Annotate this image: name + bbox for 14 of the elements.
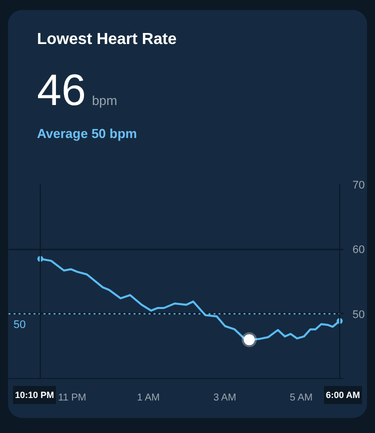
- chart-title: Lowest Heart Rate: [37, 30, 178, 50]
- ref-line-label: 6:00 AM: [324, 386, 362, 404]
- x-tick-label: 5 AM: [290, 392, 313, 404]
- ref-line-label: 50: [14, 318, 26, 331]
- y-tick-label: 60: [352, 244, 365, 256]
- x-tick-label: 1 AM: [136, 392, 160, 404]
- ref-line-label: 10:10 PM: [13, 386, 56, 404]
- chart-subtitle: Average 50 bpm: [37, 124, 138, 143]
- text: bpm: [92, 92, 118, 108]
- x-tick-label: 11 PM: [58, 392, 86, 404]
- text: 46: [37, 66, 86, 115]
- x-tick-label: 3 AM: [213, 392, 236, 404]
- y-tick-label: 50: [352, 308, 365, 321]
- y-tick-label: 70: [352, 180, 365, 192]
